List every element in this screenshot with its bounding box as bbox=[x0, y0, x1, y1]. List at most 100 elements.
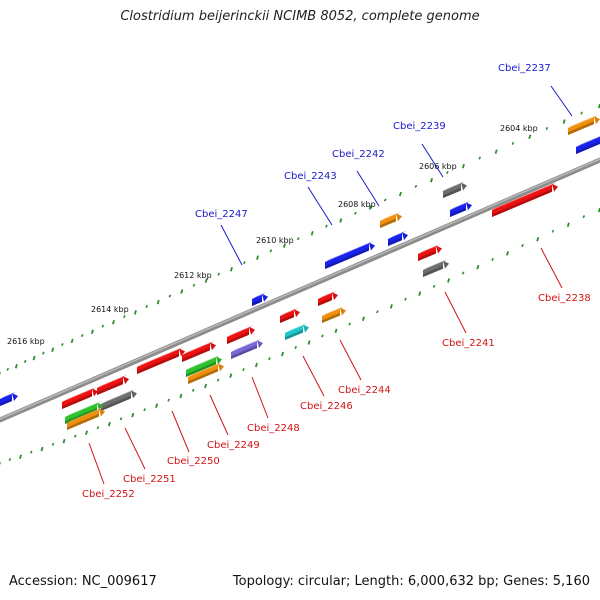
inner-tick bbox=[461, 271, 465, 275]
gene-cbei-2249[interactable] bbox=[182, 340, 216, 362]
leader-cbei-2247 bbox=[220, 224, 243, 266]
genome-backbone bbox=[0, 157, 600, 423]
gene-cbei-2243-arrowhead bbox=[369, 242, 375, 251]
leader-cbei-2239 bbox=[421, 143, 444, 178]
inner-tick bbox=[191, 388, 195, 392]
gene-cbei-2250-arrowhead bbox=[179, 348, 185, 357]
leader-cbei-2242 bbox=[356, 170, 380, 207]
gene-label-cbei-2242: Cbei_2242 bbox=[332, 149, 385, 160]
outer-tick bbox=[23, 359, 27, 364]
gene-cbei-2243[interactable] bbox=[325, 240, 375, 269]
gene-cbei-2246b[interactable] bbox=[285, 322, 309, 340]
gene-cbei-2247-arrowhead bbox=[262, 293, 268, 302]
gene-cbei-2248b[interactable] bbox=[231, 338, 263, 359]
gene-cbei-2247[interactable] bbox=[252, 292, 268, 306]
gene-cbei-2242b[interactable] bbox=[388, 230, 408, 246]
gene-cbei-2251[interactable] bbox=[97, 374, 129, 395]
gene-cbei-2237b[interactable] bbox=[576, 134, 600, 154]
gene-cbei-2244b-shade bbox=[322, 312, 340, 323]
gene-label-cbei-2237: Cbei_2237 bbox=[498, 63, 551, 74]
gene-cbei-2249c[interactable] bbox=[188, 361, 224, 384]
gene-cbei-2237-arrowhead bbox=[594, 116, 600, 125]
gene-cbei-2244b[interactable] bbox=[322, 305, 346, 323]
outer-tick bbox=[528, 134, 532, 140]
gene-cbei-2253-top bbox=[0, 391, 17, 399]
gene-cbei-2241b[interactable] bbox=[423, 258, 449, 277]
gene-cbei-2239[interactable] bbox=[443, 180, 467, 198]
gene-cbei-2252c-shade bbox=[67, 413, 99, 430]
gene-cbei-2249b-top bbox=[186, 354, 221, 370]
gene-cbei-2250-shade bbox=[137, 353, 179, 374]
gene-cbei-2248-shade bbox=[227, 331, 249, 344]
gene-cbei-2248b-top bbox=[231, 338, 262, 352]
gene-cbei-2251-arrowhead bbox=[123, 376, 129, 385]
gene-cbei-2241-top bbox=[418, 243, 441, 254]
gene-cbei-2251b[interactable] bbox=[101, 388, 137, 411]
inner-tick bbox=[29, 450, 33, 454]
gene-cbei-2249c-arrowhead bbox=[218, 363, 224, 372]
gene-cbei-2237[interactable] bbox=[568, 114, 600, 135]
gene-cbei-2252c[interactable] bbox=[67, 406, 105, 430]
gene-cbei-2249b-shade bbox=[186, 361, 216, 377]
gene-cbei-2242-shade bbox=[380, 218, 396, 228]
gene-label-cbei-2250: Cbei_2250 bbox=[167, 456, 220, 467]
scale-label-2606: 2606 kbp bbox=[419, 162, 457, 171]
inner-tick bbox=[254, 362, 258, 368]
gene-cbei-2246b-shade bbox=[285, 329, 303, 340]
gene-label-cbei-2252: Cbei_2252 bbox=[82, 489, 135, 500]
leader-cbei-2251 bbox=[124, 427, 146, 470]
outer-tick bbox=[430, 177, 433, 183]
gene-cbei-2252[interactable] bbox=[62, 386, 98, 409]
inner-tick bbox=[155, 403, 159, 409]
gene-cbei-2244-arrowhead bbox=[332, 292, 338, 301]
inner-tick bbox=[96, 426, 100, 430]
inner-tick bbox=[85, 430, 88, 436]
genome-summary-text: Topology: circular; Length: 6,000,632 bp… bbox=[232, 574, 590, 589]
gene-cbei-2249b[interactable] bbox=[186, 354, 222, 377]
leader-cbei-2252 bbox=[88, 442, 105, 485]
gene-cbei-2253[interactable] bbox=[0, 391, 18, 406]
leader-cbei-2244 bbox=[339, 339, 362, 381]
inner-tick bbox=[167, 398, 170, 402]
gene-label-cbei-2244: Cbei_2244 bbox=[338, 385, 391, 396]
gene-cbei-2248[interactable] bbox=[227, 325, 255, 344]
gene-cbei-2243-top bbox=[325, 240, 374, 262]
gene-cbei-2239-shade bbox=[443, 187, 461, 198]
gene-cbei-2239b[interactable] bbox=[450, 200, 472, 217]
leader-cbei-2241 bbox=[444, 291, 467, 334]
outer-tick bbox=[368, 205, 372, 210]
gene-cbei-2246[interactable] bbox=[280, 307, 300, 323]
inner-tick bbox=[8, 458, 12, 462]
gene-cbei-2248-top bbox=[227, 325, 254, 337]
scale-track-inner bbox=[0, 207, 600, 466]
gene-label-cbei-2247: Cbei_2247 bbox=[195, 209, 248, 220]
outer-tick bbox=[133, 310, 137, 315]
gene-cbei-2252b-arrowhead bbox=[97, 402, 103, 411]
inner-tick bbox=[204, 383, 208, 389]
gene-cbei-2252-shade bbox=[62, 393, 92, 409]
gene-cbei-2238[interactable] bbox=[492, 182, 558, 217]
inner-tick bbox=[521, 243, 524, 248]
scale-label-2616: 2616 kbp bbox=[7, 337, 45, 346]
gene-cbei-2249-shade bbox=[182, 347, 210, 362]
gene-cbei-2242[interactable] bbox=[380, 211, 402, 228]
inner-tick bbox=[447, 278, 451, 283]
inner-tick bbox=[281, 351, 284, 357]
scale-label-2610: 2610 kbp bbox=[256, 236, 294, 245]
gene-cbei-2239b-shade bbox=[450, 207, 466, 217]
outer-tick bbox=[80, 334, 84, 338]
gene-label-cbei-2248: Cbei_2248 bbox=[247, 423, 300, 434]
gene-cbei-2244[interactable] bbox=[318, 290, 338, 306]
outer-tick bbox=[243, 261, 246, 265]
gene-cbei-2253-shade bbox=[0, 398, 12, 406]
gene-cbei-2241[interactable] bbox=[418, 243, 442, 261]
outer-tick bbox=[204, 278, 208, 283]
gene-label-cbei-2246: Cbei_2246 bbox=[300, 401, 353, 412]
gene-cbei-2250[interactable] bbox=[137, 346, 185, 374]
gene-cbei-2248b-arrowhead bbox=[257, 340, 263, 349]
inner-tick bbox=[229, 373, 233, 378]
gene-cbei-2242-arrowhead bbox=[396, 213, 402, 222]
inner-tick bbox=[566, 222, 570, 228]
outer-tick bbox=[446, 170, 449, 174]
